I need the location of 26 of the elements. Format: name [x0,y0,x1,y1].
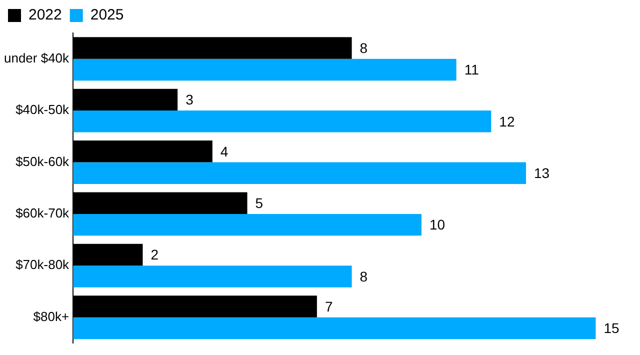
data-label: 2 [150,246,159,263]
y-tick-label: $40k-50k [16,102,70,118]
data-label: 3 [186,92,194,108]
bar [73,162,526,184]
bar [73,266,352,288]
data-label: 5 [255,194,264,211]
legend-label: 2025 [90,6,124,24]
data-label: 12 [499,113,515,130]
y-tick-label: $50k-60k [16,154,70,169]
data-label: 13 [534,164,550,181]
bar [73,58,456,81]
data-label: 10 [429,216,446,233]
bar [73,110,492,132]
legend-label: 2022 [28,6,62,24]
data-label: 15 [604,320,620,336]
data-label: 8 [360,268,368,284]
data-label: 4 [220,143,228,160]
y-tick-label: $80k+ [33,308,70,324]
bar [73,214,422,236]
data-label: 11 [464,62,480,78]
y-tick-label: $70k-80k [16,257,70,272]
y-tick-label: $60k-70k [16,206,70,221]
data-label: 7 [324,298,333,314]
y-tick-label: under $40k [4,50,70,66]
data-label: 8 [360,40,368,56]
bar [73,317,596,340]
